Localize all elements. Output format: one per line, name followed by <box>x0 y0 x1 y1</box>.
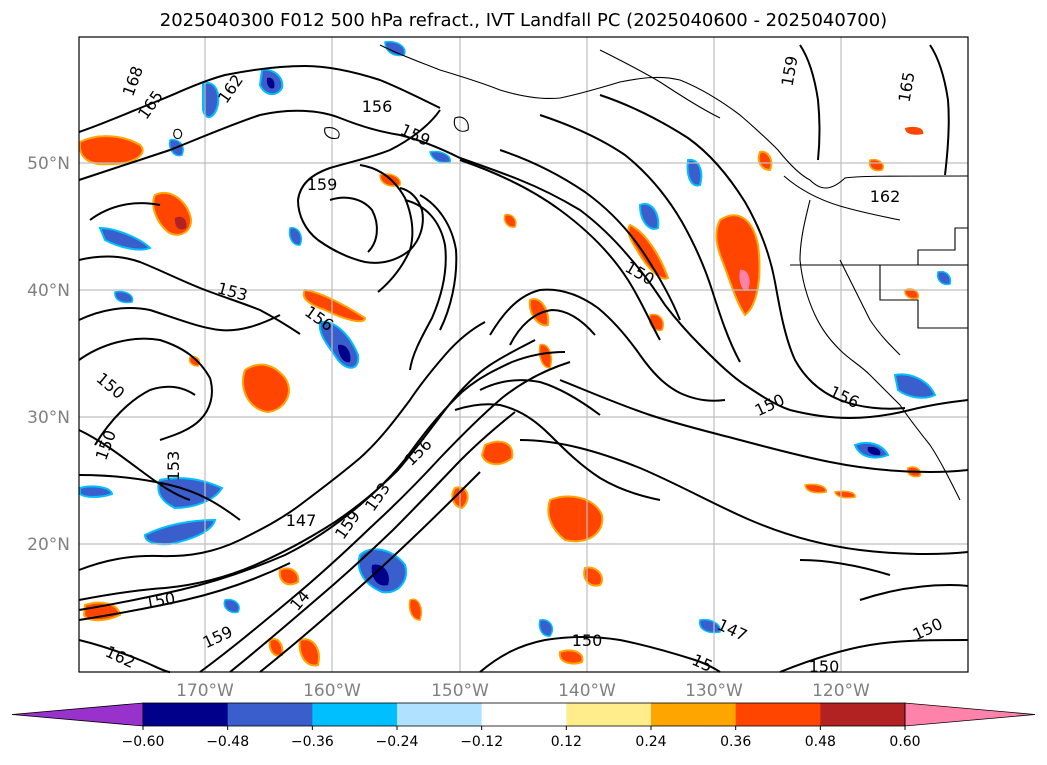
colorbar-tick-label: 0.60 <box>889 734 920 750</box>
contour-label: 159 <box>307 175 338 194</box>
colorbar-tick-label: 0.36 <box>720 734 751 750</box>
colorbar-segment <box>227 703 313 726</box>
lon-label: 140°W <box>558 681 616 701</box>
lon-label: 160°W <box>303 681 361 701</box>
lat-label: 30°N <box>27 408 70 428</box>
latitude-labels: 50°N 40°N 30°N 20°N <box>27 154 70 555</box>
colorbar-tick-label: 0.12 <box>551 734 582 750</box>
plot-frame <box>78 36 969 673</box>
colorbar-tick-label: −0.24 <box>376 734 419 750</box>
contour-label: 156 <box>362 97 393 116</box>
lat-label: 20°N <box>27 535 70 555</box>
colorbar-outline <box>142 702 906 727</box>
coastlines <box>173 44 969 501</box>
lon-label: 120°W <box>812 681 870 701</box>
lon-label: 150°W <box>431 681 489 701</box>
contour-label: 147 <box>286 511 317 530</box>
contour-label: 153 <box>164 451 183 482</box>
map-title: 2025040300 F012 500 hPa refract., IVT La… <box>159 10 888 31</box>
lat-label: 50°N <box>27 154 70 174</box>
colorbar-segment <box>735 703 821 726</box>
colorbar-tick-label: 0.48 <box>805 734 836 750</box>
colorbar-segment <box>820 703 906 726</box>
colorbar-segment <box>143 703 229 726</box>
colorbar: −0.60 −0.48 −0.36 −0.24 −0.12 0.12 0.24 0.36 0.4… <box>11 702 1036 750</box>
colorbar-tick-label: −0.12 <box>460 734 503 750</box>
contour-label: 162 <box>870 187 901 206</box>
contour-label: 150 <box>809 657 840 676</box>
colorbar-tick-label: −0.48 <box>206 734 249 750</box>
lon-label: 130°W <box>685 681 743 701</box>
longitude-labels: 170°W 160°W 150°W 140°W 130°W 120°W <box>176 681 870 701</box>
colorbar-extension-high <box>904 702 1036 727</box>
map-plot-area <box>78 37 969 673</box>
contour-lines <box>78 44 969 673</box>
colorbar-segment <box>481 703 567 726</box>
colorbar-segment <box>397 703 483 726</box>
colorbar-tick-label: −0.60 <box>122 734 165 750</box>
colorbar-segment <box>651 703 737 726</box>
colorbar-extension-low <box>11 702 144 727</box>
negative-anomaly-fills <box>79 40 952 637</box>
contour-label: 150 <box>572 631 603 650</box>
lat-label: 40°N <box>27 281 70 301</box>
colorbar-segment <box>566 703 652 726</box>
colorbar-segment <box>312 703 398 726</box>
graticule <box>79 37 968 672</box>
lon-label: 170°W <box>176 681 234 701</box>
colorbar-tick-label: 0.24 <box>635 734 666 750</box>
colorbar-tick-label: −0.36 <box>291 734 334 750</box>
